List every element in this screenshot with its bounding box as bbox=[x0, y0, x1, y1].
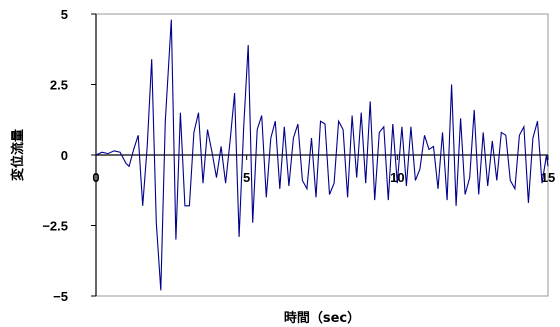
y-tick-label: 5 bbox=[61, 7, 68, 22]
x-axis-ticks: 0 5 10 15 bbox=[92, 155, 555, 185]
y-tick-label: 2.5 bbox=[50, 78, 68, 93]
series-line bbox=[95, 19, 549, 291]
y-axis-ticks: −5 −2.5 0 2.5 5 bbox=[42, 7, 96, 304]
y-axis-title: 変位流量 bbox=[10, 129, 26, 181]
x-tick-label: 5 bbox=[243, 170, 250, 185]
y-tick-label: −5 bbox=[53, 289, 68, 304]
x-tick-label: 15 bbox=[541, 170, 555, 185]
y-tick-label: −2.5 bbox=[42, 219, 68, 234]
x-axis-title: 時間（sec） bbox=[284, 310, 360, 326]
x-tick-label: 0 bbox=[92, 170, 99, 185]
y-tick-label: 0 bbox=[61, 148, 68, 163]
